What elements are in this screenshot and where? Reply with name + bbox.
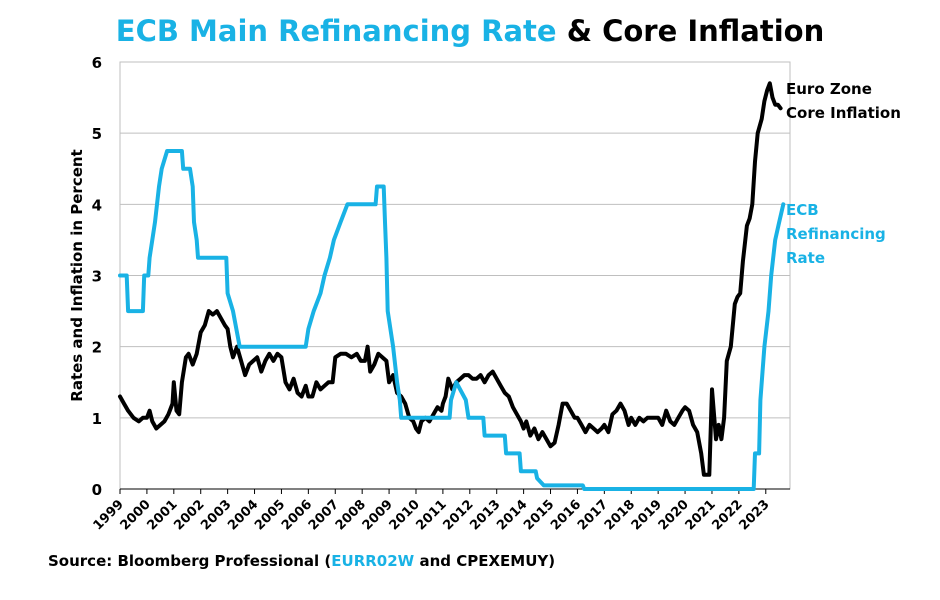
series-label-core-inflation: Core Inflation bbox=[786, 104, 901, 122]
series-label-refinancing-rate: ECB bbox=[786, 201, 819, 219]
source-middle: and bbox=[414, 552, 457, 570]
series-label-refinancing-rate: Rate bbox=[786, 249, 825, 267]
series-label-refinancing-rate: Refinancing bbox=[786, 225, 886, 243]
source-note: Source: Bloomberg Professional (EURR02W … bbox=[48, 552, 555, 570]
series-label-core-inflation: Euro Zone bbox=[786, 80, 872, 98]
y-tick-label: 2 bbox=[92, 339, 102, 357]
y-tick-label: 3 bbox=[92, 268, 102, 286]
source-code-inflation: CPEXEMUY bbox=[456, 552, 549, 570]
source-prefix: Source: Bloomberg Professional ( bbox=[48, 552, 332, 570]
title-inflation-part: & Core Inflation bbox=[566, 14, 825, 48]
chart-title: ECB Main Refinancing Rate & Core Inflati… bbox=[0, 14, 940, 48]
y-tick-label: 6 bbox=[92, 54, 102, 72]
series-line-core-inflation bbox=[118, 81, 783, 477]
y-axis-label: Rates and Inflation in Percent bbox=[68, 149, 86, 401]
y-tick-label: 0 bbox=[92, 481, 102, 499]
source-code-rate: EURR02W bbox=[331, 552, 415, 570]
y-tick-label: 4 bbox=[92, 196, 102, 214]
y-tick-label: 5 bbox=[92, 125, 102, 143]
source-suffix: ) bbox=[548, 552, 556, 570]
y-tick-label: 1 bbox=[92, 410, 102, 428]
series-line-refinancing-rate bbox=[118, 149, 786, 491]
x-tick-label: 2023 bbox=[736, 497, 772, 533]
title-rate-part: ECB Main Refinancing Rate bbox=[115, 14, 557, 48]
